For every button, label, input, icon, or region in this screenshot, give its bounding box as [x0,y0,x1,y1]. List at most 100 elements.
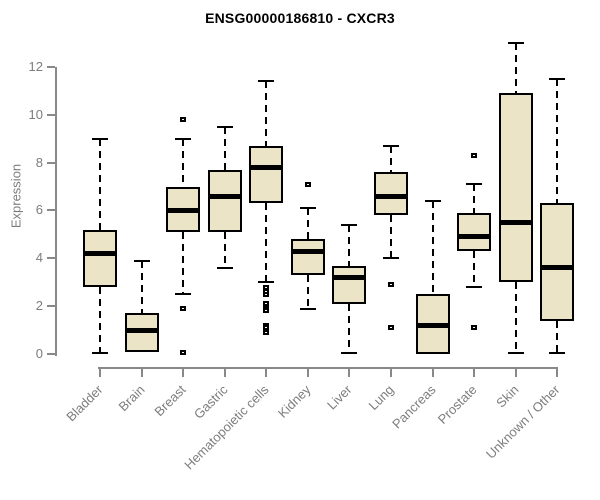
outlier-marker [263,308,270,314]
lower-whisker-cap [92,351,108,354]
outlier-marker [180,306,187,312]
lower-whisker-line [265,203,268,283]
y-tick-label: 0 [35,346,43,361]
lower-whisker-line [473,251,476,288]
lower-whisker-cap [507,351,524,354]
x-axis-tick [265,369,268,377]
iqr-box [457,212,492,252]
y-axis-tick [47,209,55,212]
median-line [415,322,450,328]
median-line [124,327,159,333]
y-tick-label: 2 [35,298,43,314]
lower-whisker-cap [341,351,358,354]
upper-whisker-cap [175,137,192,140]
median-line [207,193,242,199]
upper-whisker-line [140,260,143,314]
y-tick-label: 4 [35,250,43,266]
upper-whisker-line [306,208,309,240]
upper-whisker-cap [549,77,566,80]
iqr-box [498,93,533,283]
upper-whisker-line [473,184,476,213]
lower-whisker-cap [466,286,483,289]
median-line [373,193,408,199]
x-axis-line [98,367,558,369]
x-axis-tick [556,369,559,377]
upper-whisker-cap [424,199,441,202]
outlier-marker [263,301,270,307]
y-axis-title: Expression [8,163,24,229]
upper-whisker-line [99,138,101,230]
outlier-marker [263,325,270,331]
y-tick-label: 12 [28,58,43,74]
y-axis-tick [47,113,55,116]
y-tick-label: 8 [35,154,43,170]
upper-whisker-cap [299,207,316,210]
upper-whisker-line [182,138,185,187]
outlier-marker [263,291,270,297]
x-axis-tick [223,369,226,377]
y-axis-tick [47,305,55,308]
median-line [166,207,201,213]
y-tick-label: 10 [28,106,43,122]
x-axis-tick [431,369,434,377]
y-axis-tick [47,257,55,260]
iqr-box [290,239,325,276]
lower-whisker-line [223,232,226,268]
lower-whisker-cap [216,266,233,269]
upper-whisker-cap [133,259,150,262]
upper-whisker-line [514,43,517,94]
iqr-box [540,203,575,321]
lower-whisker-line [348,303,351,353]
lower-whisker-line [99,287,101,353]
upper-whisker-line [348,224,351,266]
upper-whisker-line [431,200,434,295]
median-line [249,164,284,170]
median-line [332,274,367,280]
upper-whisker-cap [341,223,358,226]
upper-whisker-cap [92,137,108,140]
median-line [457,234,492,240]
lower-whisker-cap [549,351,566,354]
lower-whisker-cap [382,257,399,260]
iqr-box [332,265,367,304]
y-axis-line [55,67,57,356]
y-axis-tick [47,65,55,68]
median-line [540,265,575,271]
outlier-marker [387,282,394,288]
y-axis-tick [47,353,55,355]
lower-whisker-line [306,275,309,309]
outlier-marker [471,325,478,331]
upper-whisker-line [389,145,392,173]
y-tick-label: 6 [35,202,43,218]
upper-whisker-cap [216,125,233,128]
upper-whisker-line [223,126,226,170]
median-line [498,219,533,225]
x-axis-tick [348,369,351,377]
chart-title: ENSG00000186810 - CXCR3 [205,10,395,26]
x-axis-tick [140,369,143,377]
iqr-box [207,169,242,232]
x-axis-tick [514,369,517,377]
upper-whisker-cap [466,183,483,186]
x-axis-tick [99,369,101,377]
outlier-marker [180,117,187,123]
lower-whisker-cap [258,281,275,284]
lower-whisker-line [556,320,559,353]
x-axis-tick [182,369,185,377]
lower-whisker-cap [299,307,316,310]
x-axis-tick [389,369,392,377]
y-axis-tick [47,161,55,164]
lower-whisker-cap [175,293,192,296]
iqr-box [83,229,117,288]
x-tick-label: Unknown / Other [483,382,563,462]
lower-whisker-line [514,282,517,353]
lower-whisker-line [182,232,185,295]
outlier-marker [387,325,394,331]
upper-whisker-cap [382,144,399,147]
outlier-marker [263,329,270,335]
x-axis-tick [306,369,309,377]
upper-whisker-line [556,78,559,204]
upper-whisker-line [265,81,268,146]
lower-whisker-line [389,215,392,259]
